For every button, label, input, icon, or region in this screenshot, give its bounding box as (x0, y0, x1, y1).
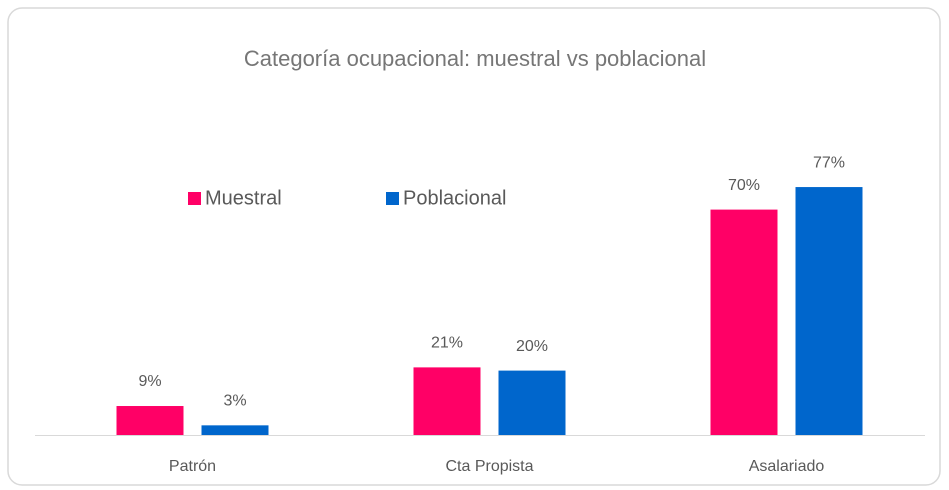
value-label: 21% (431, 335, 463, 352)
x-tick-label: Asalariado (749, 458, 825, 475)
legend-label: Poblacional (403, 187, 506, 209)
value-label: 77% (813, 154, 845, 171)
bar (413, 367, 481, 435)
bar (710, 209, 778, 435)
chart-frame (7, 7, 941, 486)
chart-title: Categoría ocupacional: muestral vs pobla… (244, 46, 706, 71)
x-tick-label: Cta Propista (445, 458, 533, 475)
legend-label: Muestral (205, 187, 282, 209)
legend-swatch (188, 192, 201, 205)
value-label: 70% (728, 177, 760, 194)
x-tick-label: Patrón (169, 458, 216, 475)
value-label: 20% (516, 338, 548, 355)
bar (795, 187, 863, 435)
bar (116, 406, 184, 435)
bar (498, 370, 566, 435)
value-label: 3% (223, 393, 246, 410)
legend-swatch (386, 192, 399, 205)
value-label: 9% (138, 373, 161, 390)
bar (201, 425, 269, 435)
